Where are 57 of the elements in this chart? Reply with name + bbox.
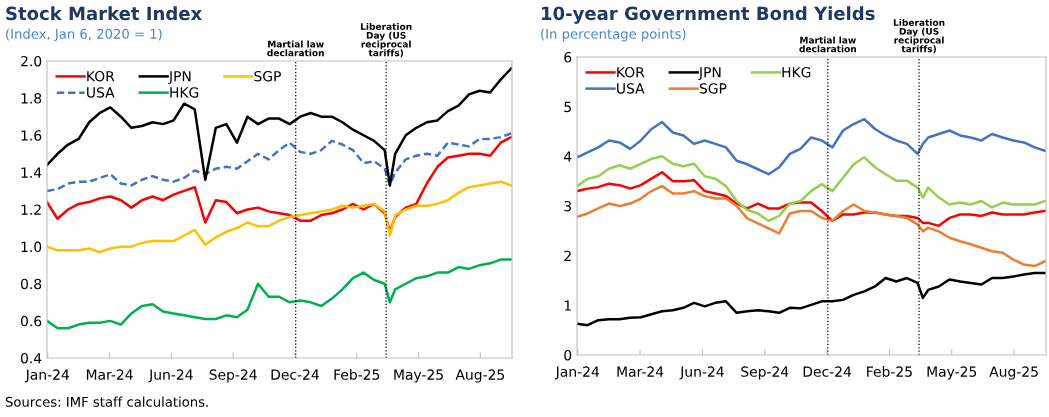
x-tick-label: May-25 <box>394 369 443 383</box>
x-tick-label: May-25 <box>927 366 977 380</box>
y-tick-label: 4 <box>563 151 572 162</box>
legend-label: USA <box>87 87 115 98</box>
line-series <box>577 184 1046 268</box>
y-tick-label: 1.2 <box>21 204 41 215</box>
legend-label: KOR <box>617 66 645 78</box>
legend-label: HKG <box>170 87 199 98</box>
line-series <box>47 132 512 193</box>
y-tick-label: 1.4 <box>21 167 42 178</box>
ref-line-label: Martial law declaration <box>799 36 856 53</box>
legend-label: JPN <box>168 71 191 85</box>
x-tick-label: Jun-24 <box>679 366 724 380</box>
y-tick-label: 2 <box>564 250 571 261</box>
y-tick-label: 1.8 <box>21 93 42 104</box>
chart-title: Stock Market Index <box>6 6 202 21</box>
ref-line-label: Martial law declaration <box>267 40 324 57</box>
x-tick-label: Jan-24 <box>24 369 70 383</box>
legend-label: JPN <box>698 67 721 81</box>
chart-title: 10-year Government Bond Yields <box>542 6 875 24</box>
line-series <box>47 180 512 254</box>
legend-label: KOR <box>87 70 115 82</box>
y-tick-label: 2.0 <box>21 55 42 67</box>
y-tick-label: 6 <box>564 51 572 63</box>
x-tick-label: Aug-25 <box>989 366 1038 380</box>
line-series <box>47 258 512 330</box>
x-tick-label: Aug-25 <box>455 369 505 383</box>
y-tick-label: 1.6 <box>21 130 42 141</box>
legend-label: SGP <box>254 70 281 82</box>
ref-line-label: Liberation Day (US reciprocal tariffs) <box>360 23 412 58</box>
y-tick-label: 0.6 <box>20 315 42 327</box>
y-tick-label: 1.0 <box>21 241 42 253</box>
x-tick-label: Feb-25 <box>334 369 380 380</box>
chart-subtitle: (Index, Jan 6, 2020 = 1) <box>6 28 162 42</box>
x-tick-label: Mar-24 <box>617 366 664 377</box>
x-tick-label: Dec-24 <box>803 366 852 377</box>
x-tick-label: Sep-24 <box>741 366 789 380</box>
legend-label: HKG <box>782 66 811 78</box>
legend-label: SGP <box>699 83 727 94</box>
x-tick-label: Feb-25 <box>867 366 912 377</box>
x-tick-label: Sep-24 <box>209 369 257 383</box>
line-series <box>577 117 1046 176</box>
ref-line-label: Liberation Day (US reciprocal tariffs) <box>893 19 945 54</box>
source-note: Sources: IMF staff calculations. <box>5 396 208 407</box>
y-tick-label: 5 <box>564 101 571 113</box>
line-series <box>577 155 1046 223</box>
y-tick-label: 1 <box>564 300 571 311</box>
y-tick-label: 0.4 <box>20 352 42 364</box>
y-tick-label: 3 <box>564 200 572 212</box>
y-tick-label: 0.8 <box>20 278 42 290</box>
x-tick-label: Jan-24 <box>554 366 600 380</box>
y-tick-label: 0 <box>564 349 572 361</box>
x-tick-label: Dec-24 <box>271 369 319 380</box>
legend-label: USA <box>617 83 645 94</box>
chart-subtitle: (In percentage points) <box>541 28 686 42</box>
x-tick-label: Jun-24 <box>148 369 193 383</box>
x-tick-label: Mar-24 <box>86 369 133 380</box>
